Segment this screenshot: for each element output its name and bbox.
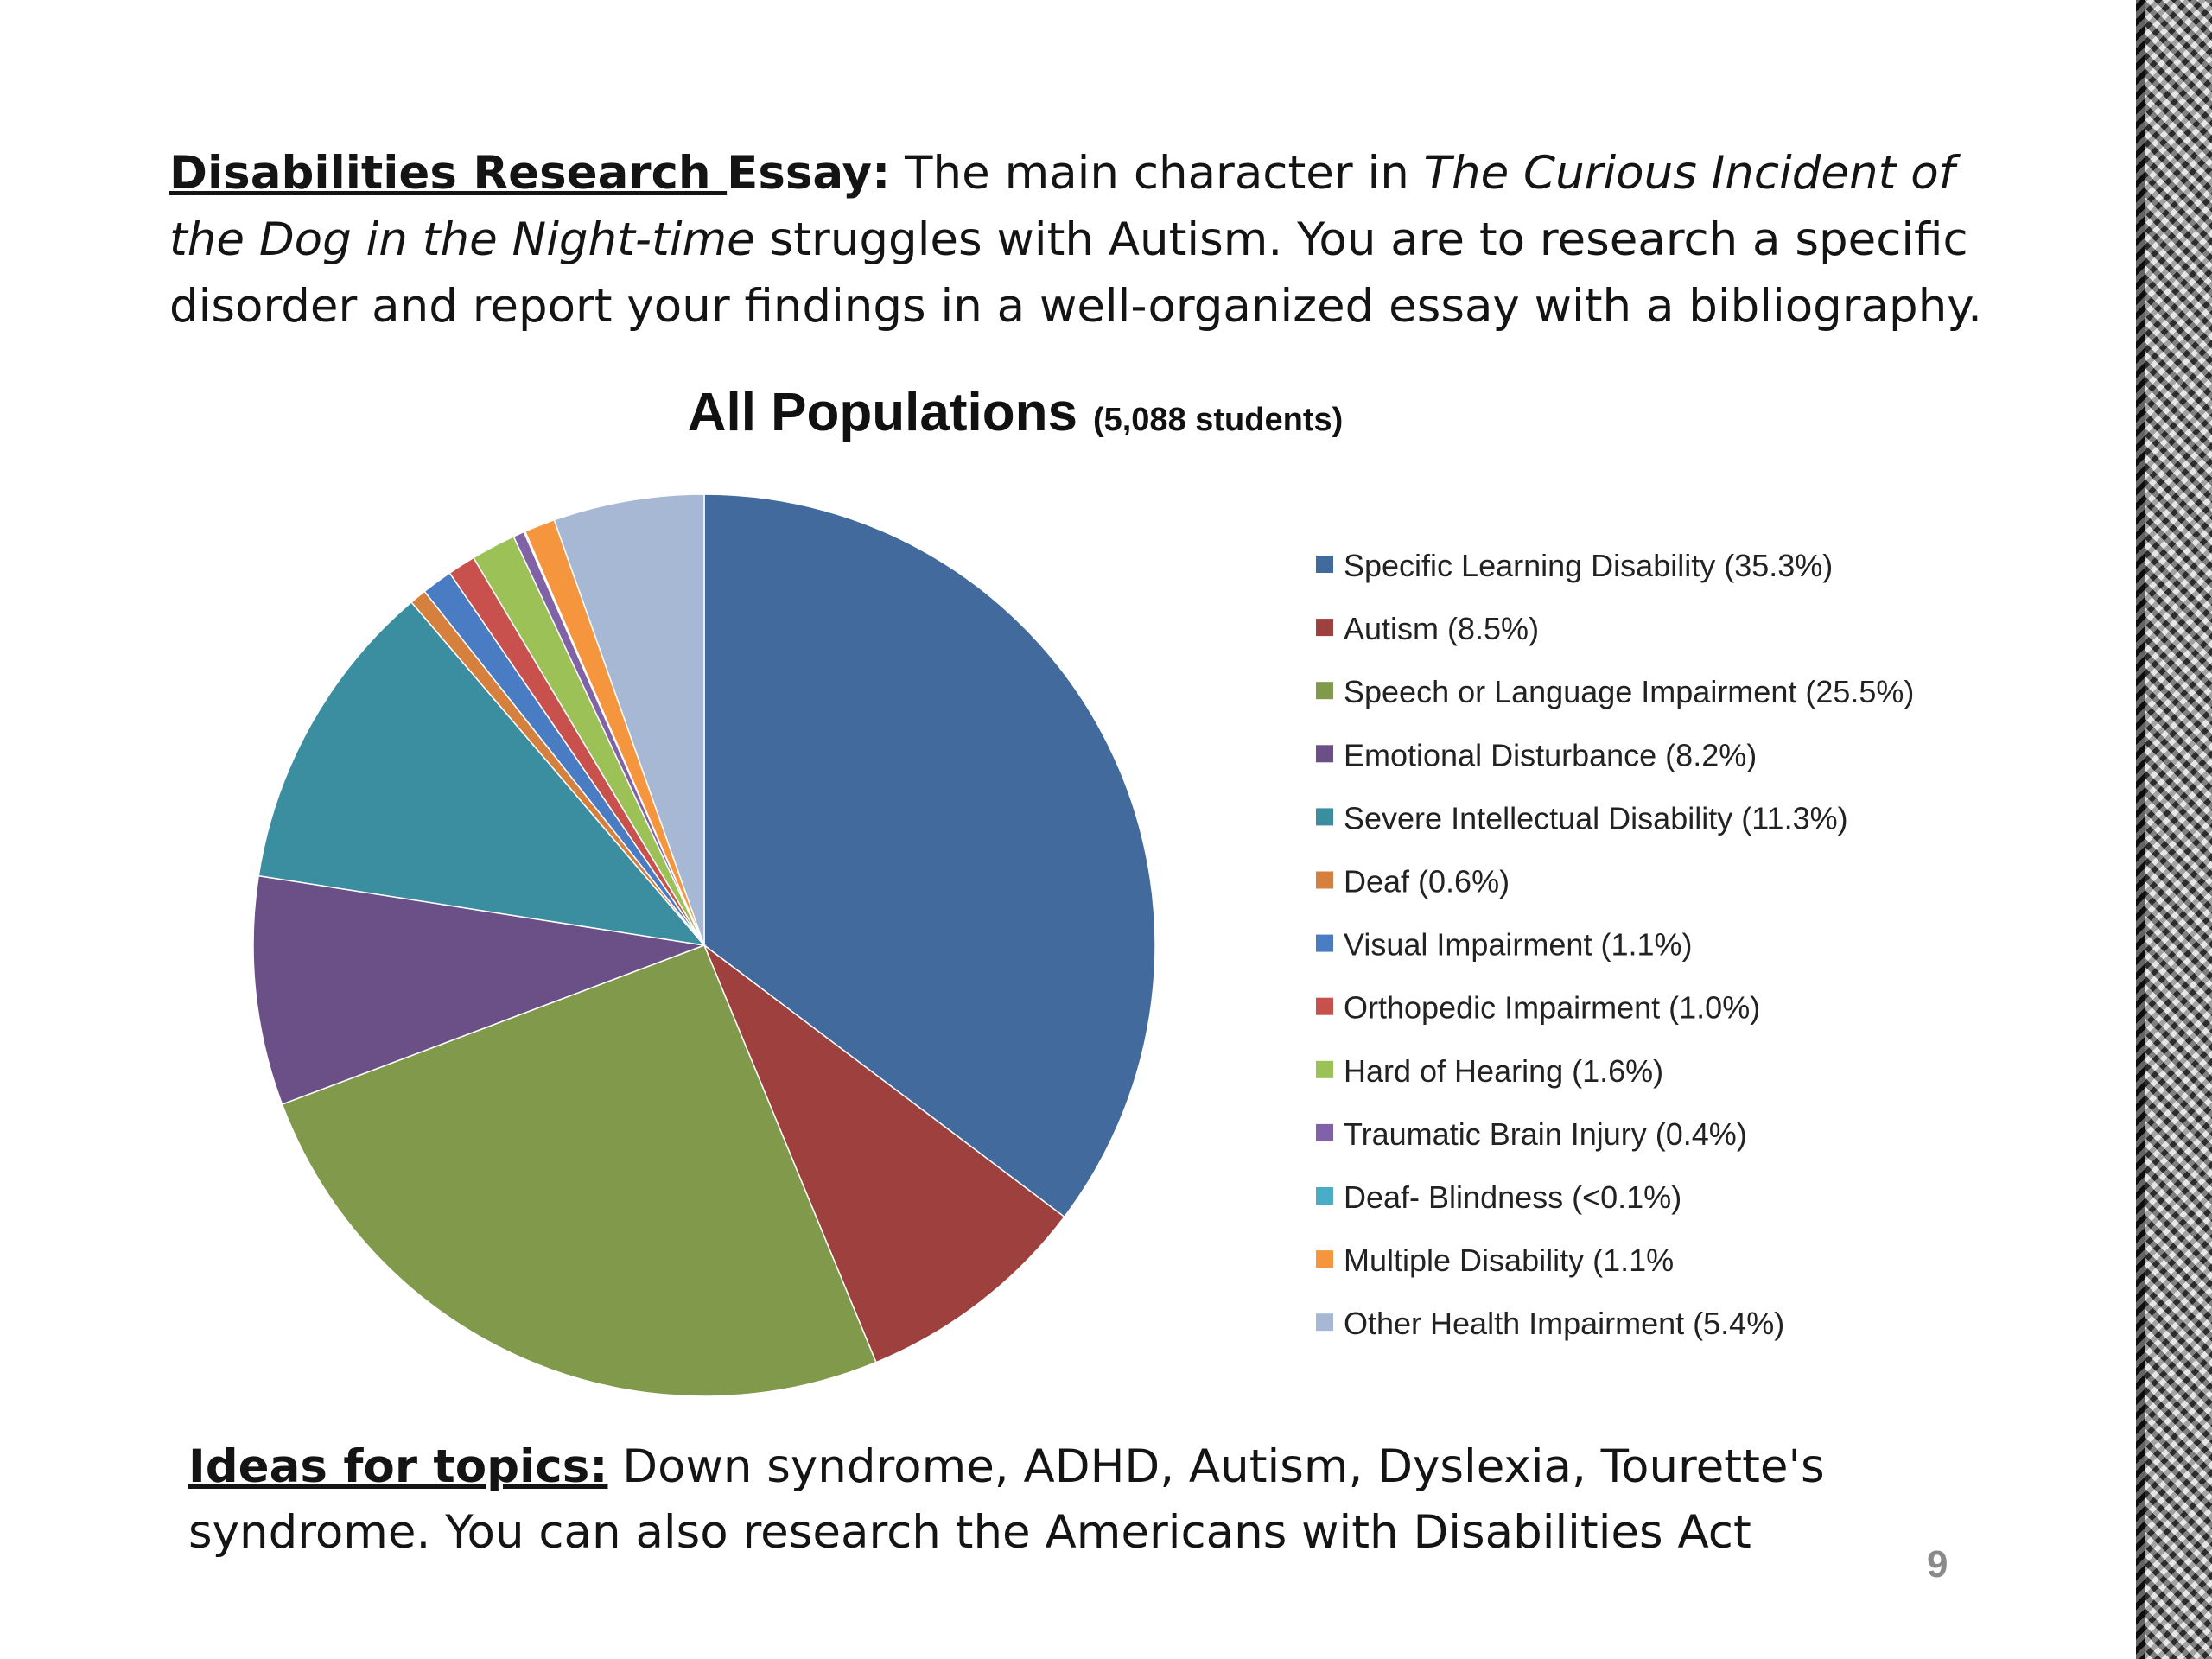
chart-legend: Specific Learning Disability (35.3%) Auti… xyxy=(1316,548,1914,1341)
intro-heading-rest: Essay: xyxy=(727,147,891,200)
legend-label: Orthopedic Impairment (1.0%) xyxy=(1344,990,1760,1026)
intro-text-before-title: The main character in xyxy=(890,147,1424,200)
legend-swatch xyxy=(1316,1123,1333,1141)
legend-swatch xyxy=(1316,934,1333,952)
pie-slice xyxy=(702,943,1065,1363)
intro-paragraph: Disabilities Research Essay: The main ch… xyxy=(169,140,1984,340)
legend-label: Emotional Disturbance (8.2%) xyxy=(1344,737,1757,772)
chart-subtitle: (5,088 students) xyxy=(1093,402,1343,438)
legend-label: Hard of Hearing (1.6%) xyxy=(1344,1053,1663,1089)
legend-label: Other Health Impairment (5.4%) xyxy=(1344,1306,1784,1341)
pie-slices xyxy=(252,493,1156,1397)
decorative-side-strip xyxy=(2136,0,2212,1659)
page-number: 9 xyxy=(1927,1543,1948,1586)
legend-swatch xyxy=(1316,1313,1333,1332)
legend-swatch xyxy=(1316,871,1333,889)
pie-slice xyxy=(252,874,707,1106)
chart-title-main: All Populations xyxy=(688,383,1077,442)
intro-heading-underlined: Disabilities Research xyxy=(169,147,728,200)
book-title: The Curious Incident of the Dog in the N… xyxy=(169,147,1955,266)
pie-chart: All Populations (5,088 students) Specific… xyxy=(252,383,1914,1397)
intro-heading: Disabilities Research Essay: xyxy=(169,147,890,200)
legend-label: Deaf- Blindness (<0.1%) xyxy=(1344,1179,1681,1215)
legend-label: Multiple Disability (1.1% xyxy=(1344,1243,1674,1278)
legend-label: Traumatic Brain Injury (0.4%) xyxy=(1344,1116,1747,1152)
pie-slice xyxy=(281,944,877,1397)
ideas-text: Down syndrome, ADHD, Autism, Dyslexia, T… xyxy=(188,1440,1825,1559)
pie-slice xyxy=(257,601,706,947)
legend-swatch xyxy=(1316,808,1333,826)
legend-swatch xyxy=(1316,745,1333,763)
legend-label: Autism (8.5%) xyxy=(1344,611,1539,646)
slide: Disabilities Research Essay: The main ch… xyxy=(169,140,1984,1586)
legend-swatch xyxy=(1316,619,1333,637)
pie-slice xyxy=(703,493,1156,1218)
chart-title: All Populations (5,088 students) xyxy=(688,383,1344,442)
legend-label: Speech or Language Impairment (25.5%) xyxy=(1344,674,1914,709)
legend-swatch xyxy=(1316,682,1333,700)
legend-label: Visual Impairment (1.1%) xyxy=(1344,927,1693,963)
legend-swatch xyxy=(1316,1250,1333,1268)
legend-swatch xyxy=(1316,556,1333,573)
legend-swatch xyxy=(1316,997,1333,1015)
legend-label: Specific Learning Disability (35.3%) xyxy=(1344,548,1833,583)
intro-text-after-title: struggles with Autism. You are to resear… xyxy=(169,213,1982,333)
legend-swatch xyxy=(1316,1060,1333,1078)
ideas-paragraph: Ideas for topics: Down syndrome, ADHD, A… xyxy=(188,1434,1830,1566)
ideas-label: Ideas for topics: xyxy=(188,1440,608,1493)
pie-slice xyxy=(553,493,705,946)
legend-swatch xyxy=(1316,1187,1333,1205)
legend-label: Severe Intellectual Disability (11.3%) xyxy=(1344,800,1848,836)
legend-label: Deaf (0.6%) xyxy=(1344,864,1510,899)
